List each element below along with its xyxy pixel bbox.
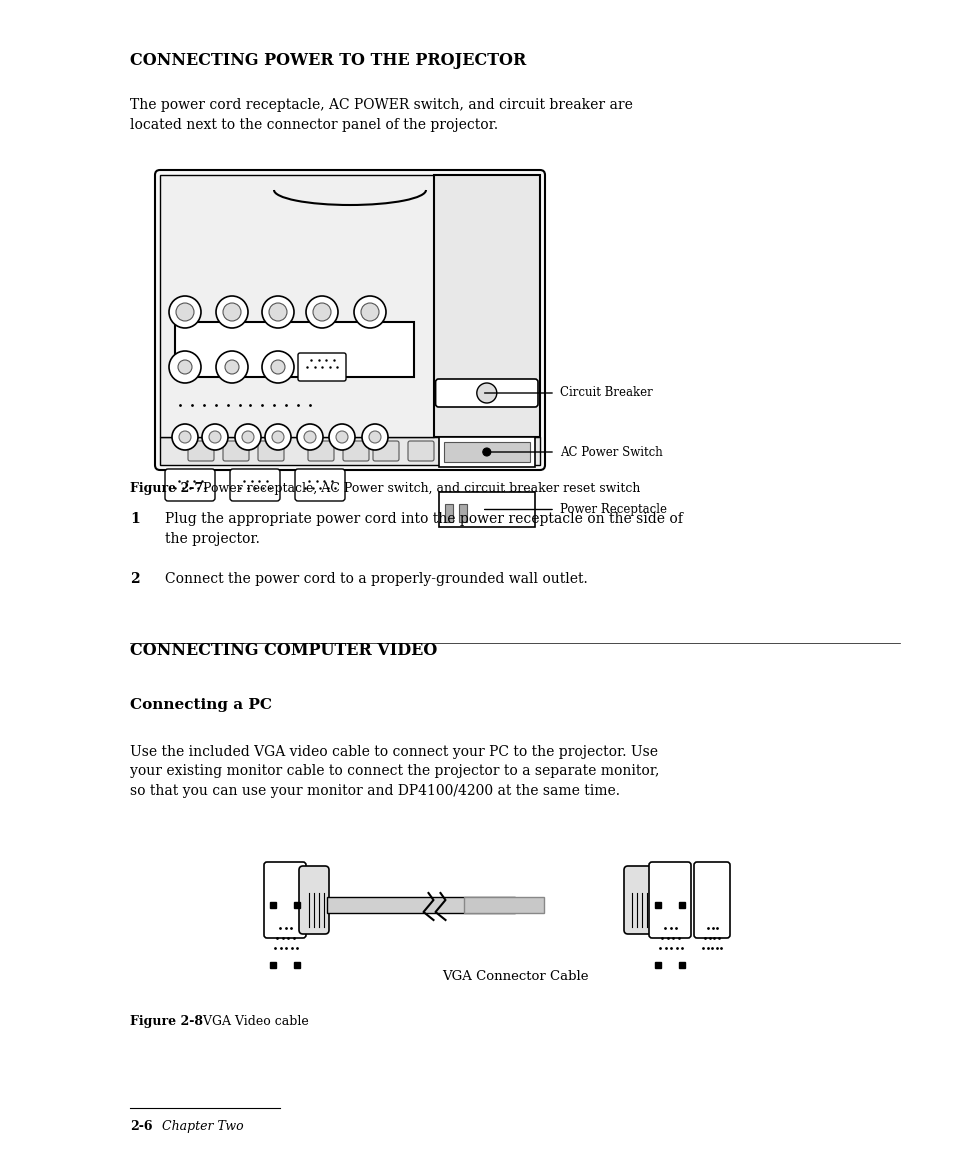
Circle shape (476, 382, 497, 403)
FancyBboxPatch shape (298, 866, 329, 934)
FancyBboxPatch shape (188, 442, 213, 461)
Text: VGA Video cable: VGA Video cable (194, 1015, 309, 1028)
Text: Connect the power cord to a properly-grounded wall outlet.: Connect the power cord to a properly-gro… (165, 573, 587, 586)
Text: 2-6: 2-6 (130, 1120, 152, 1134)
Circle shape (369, 431, 380, 443)
Text: VGA Connector Cable: VGA Connector Cable (441, 970, 588, 983)
Text: CONNECTING POWER TO THE PROJECTOR: CONNECTING POWER TO THE PROJECTOR (130, 52, 526, 70)
FancyBboxPatch shape (308, 442, 334, 461)
Bar (463, 897, 543, 913)
Bar (160, 437, 539, 465)
Text: Figure 2-8: Figure 2-8 (130, 1015, 203, 1028)
Text: Figure 2-7: Figure 2-7 (130, 482, 203, 495)
Circle shape (360, 302, 378, 321)
Circle shape (169, 296, 201, 328)
Circle shape (242, 431, 253, 443)
FancyBboxPatch shape (442, 442, 469, 461)
Circle shape (262, 296, 294, 328)
FancyBboxPatch shape (154, 170, 544, 471)
Bar (444, 504, 452, 522)
FancyBboxPatch shape (343, 442, 369, 461)
Circle shape (265, 424, 291, 450)
FancyBboxPatch shape (230, 469, 280, 501)
Bar (327, 897, 515, 913)
Text: 1: 1 (130, 512, 139, 526)
Circle shape (304, 431, 315, 443)
FancyBboxPatch shape (408, 442, 434, 461)
Circle shape (354, 296, 386, 328)
Circle shape (269, 302, 287, 321)
FancyBboxPatch shape (373, 442, 398, 461)
Circle shape (178, 360, 192, 374)
Circle shape (172, 424, 198, 450)
Circle shape (225, 360, 239, 374)
Circle shape (169, 351, 201, 382)
Circle shape (179, 431, 191, 443)
Circle shape (329, 424, 355, 450)
Circle shape (234, 424, 261, 450)
Circle shape (271, 360, 285, 374)
Bar (438, 493, 535, 527)
Bar (174, 322, 414, 377)
Text: Connecting a PC: Connecting a PC (130, 698, 272, 712)
Text: Chapter Two: Chapter Two (162, 1120, 243, 1134)
Circle shape (296, 424, 323, 450)
FancyBboxPatch shape (436, 379, 537, 407)
Text: Power Receptacle: Power Receptacle (559, 503, 666, 516)
Circle shape (361, 424, 388, 450)
Circle shape (313, 302, 331, 321)
FancyBboxPatch shape (297, 353, 346, 381)
Bar (438, 437, 535, 467)
Circle shape (202, 424, 228, 450)
FancyBboxPatch shape (693, 862, 729, 938)
FancyBboxPatch shape (294, 469, 345, 501)
Bar (443, 442, 530, 462)
FancyBboxPatch shape (257, 442, 284, 461)
Circle shape (335, 431, 348, 443)
FancyBboxPatch shape (264, 862, 306, 938)
Bar (160, 175, 434, 437)
Circle shape (482, 449, 490, 455)
Circle shape (272, 431, 284, 443)
Circle shape (209, 431, 221, 443)
Text: Use the included VGA video cable to connect your PC to the projector. Use
your e: Use the included VGA video cable to conn… (130, 745, 659, 799)
Circle shape (175, 302, 193, 321)
Text: CONNECTING COMPUTER VIDEO: CONNECTING COMPUTER VIDEO (130, 642, 436, 659)
Text: Plug the appropriate power cord into the power receptacle on the side of
the pro: Plug the appropriate power cord into the… (165, 512, 682, 546)
Circle shape (215, 351, 248, 382)
Circle shape (215, 296, 248, 328)
FancyBboxPatch shape (223, 442, 249, 461)
FancyBboxPatch shape (623, 866, 654, 934)
Text: The power cord receptacle, AC POWER switch, and circuit breaker are
located next: The power cord receptacle, AC POWER swit… (130, 99, 632, 131)
Circle shape (223, 302, 241, 321)
Text: Power receptacle, AC Power switch, and circuit breaker reset switch: Power receptacle, AC Power switch, and c… (194, 482, 639, 495)
Circle shape (306, 296, 337, 328)
Text: 2: 2 (130, 573, 139, 586)
Bar (434, 175, 539, 437)
FancyBboxPatch shape (165, 469, 214, 501)
Bar (458, 504, 466, 522)
Circle shape (262, 351, 294, 382)
Text: Circuit Breaker: Circuit Breaker (559, 386, 652, 400)
Text: AC Power Switch: AC Power Switch (559, 445, 662, 459)
FancyBboxPatch shape (648, 862, 690, 938)
